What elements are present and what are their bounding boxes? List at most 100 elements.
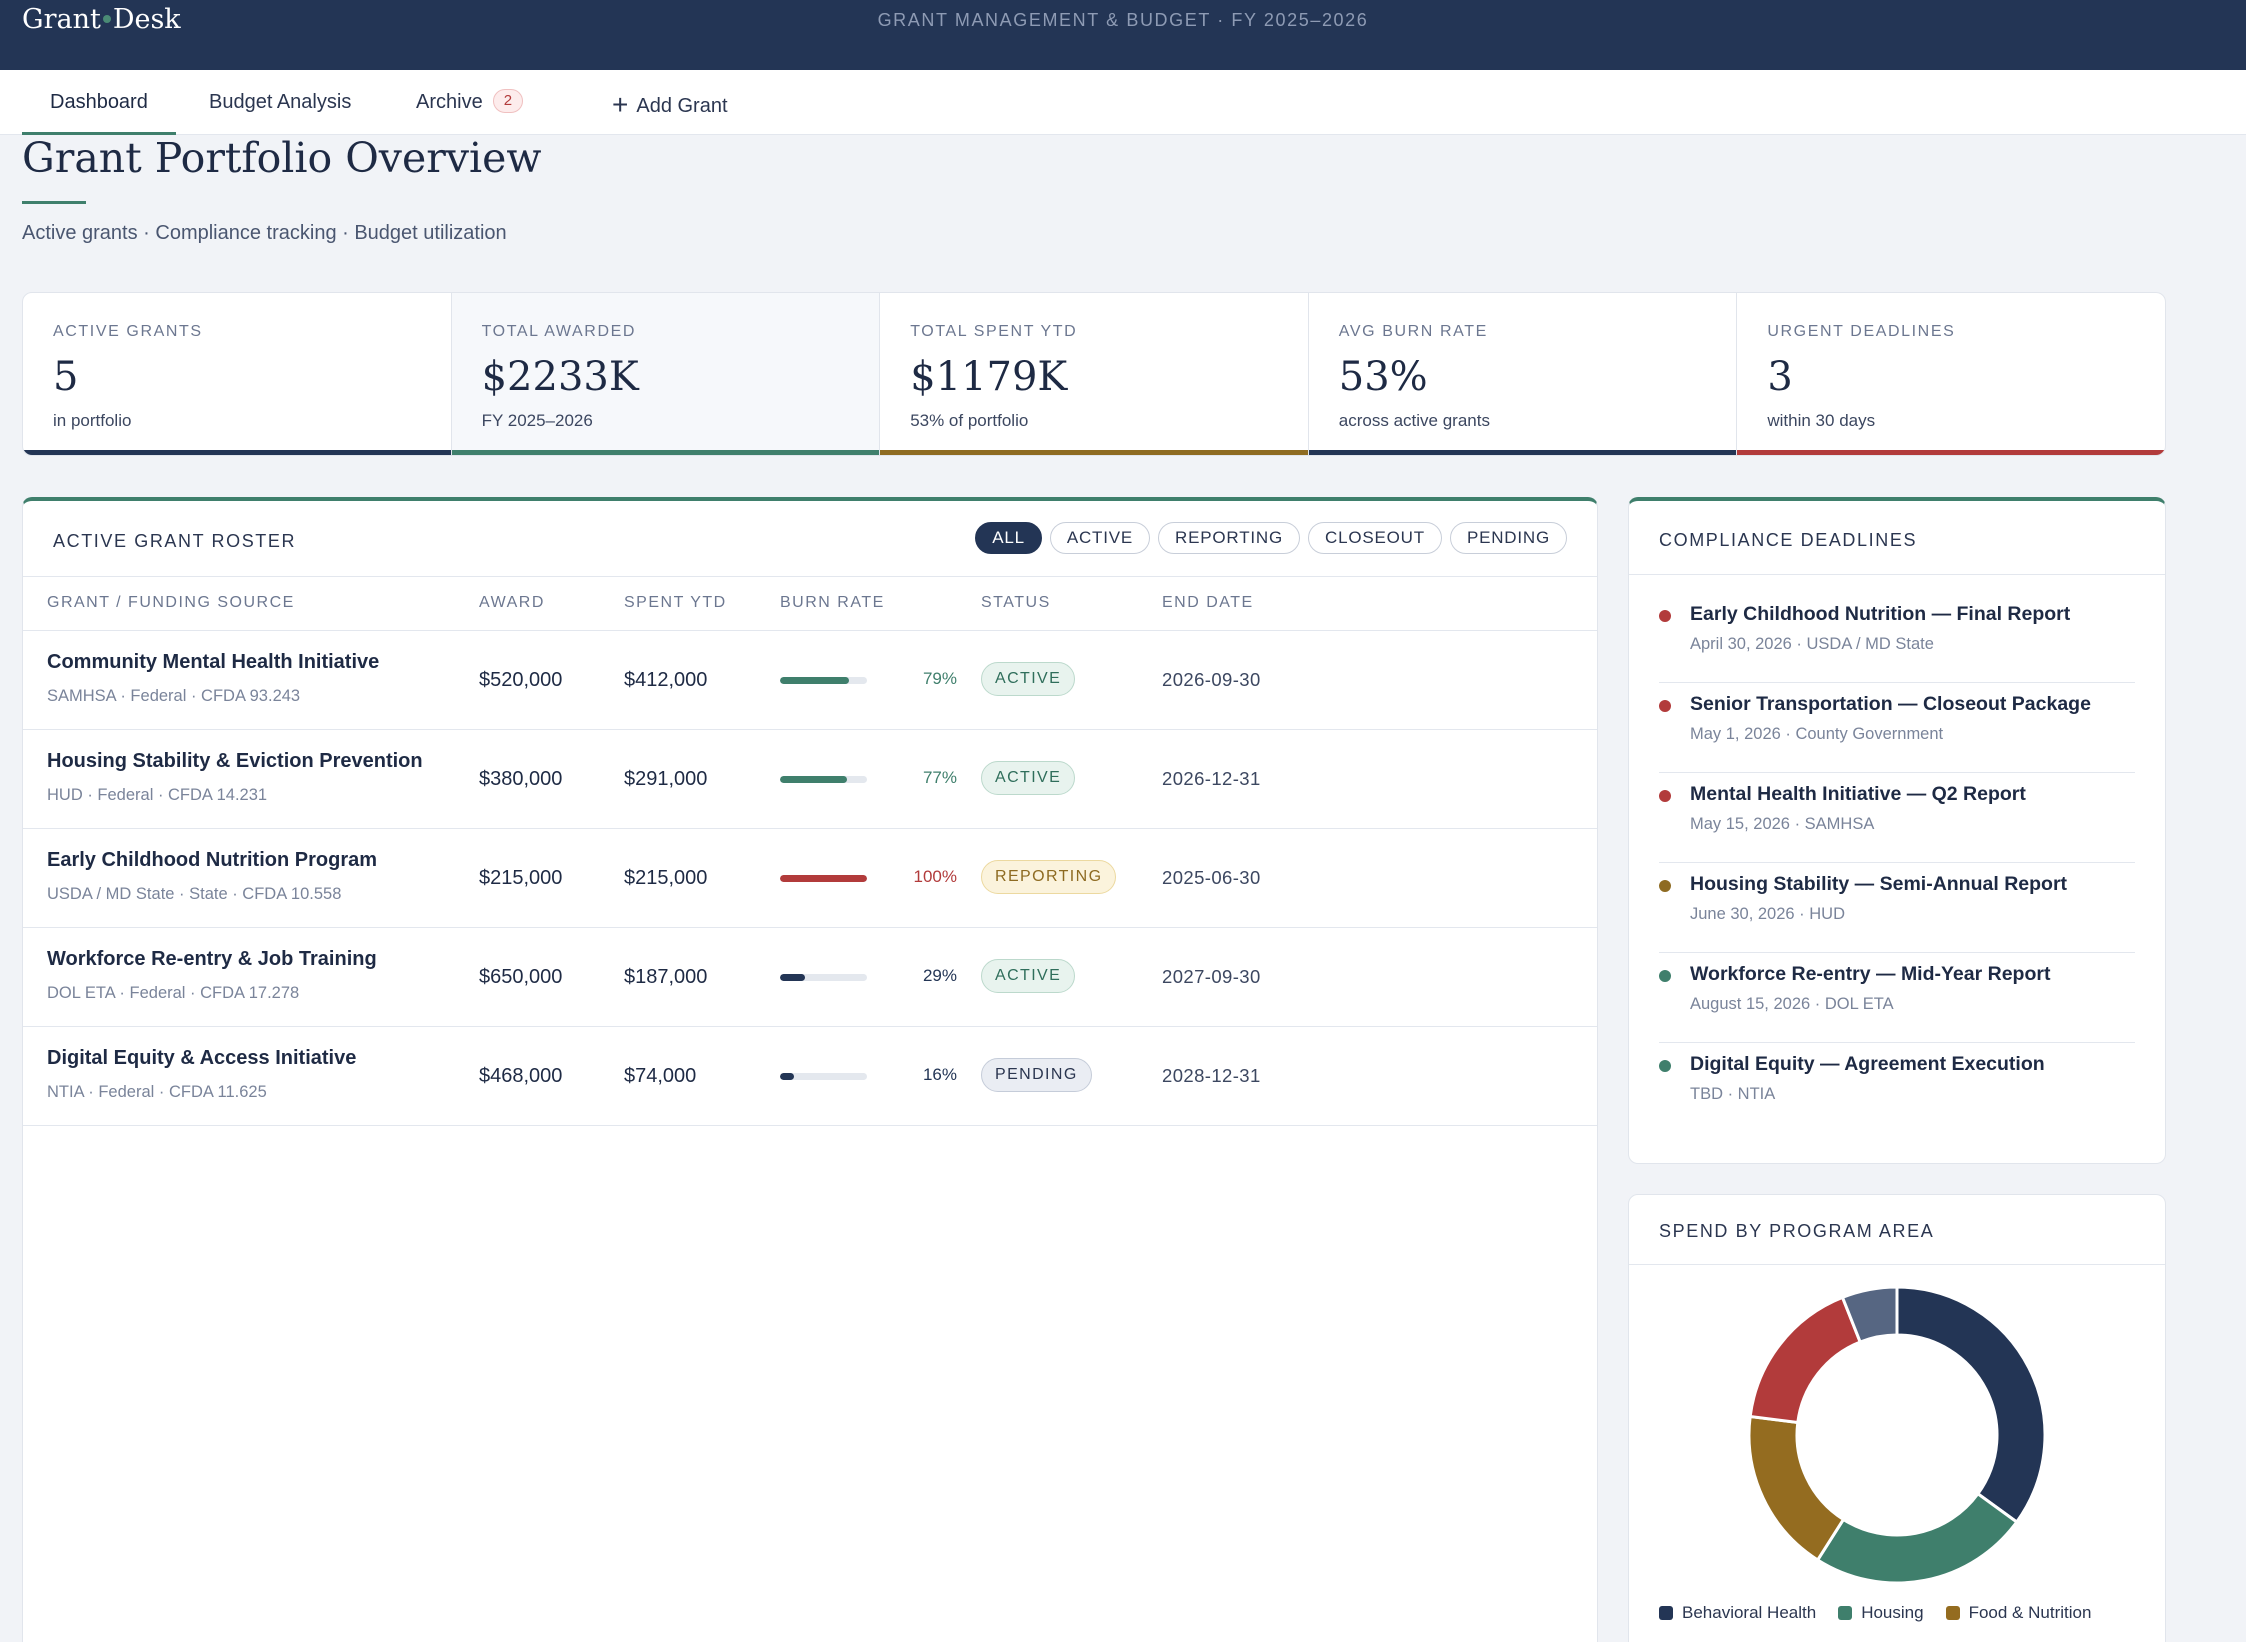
stat-caption: in portfolio: [53, 411, 132, 430]
burn-rate-value: 16%: [922, 1065, 957, 1084]
add-grant-label: Add Grant: [636, 95, 728, 117]
top-bar: Grant Desk GRANT MANAGEMENT & BUDGET · FY…: [0, 0, 2246, 70]
deadline-title: Housing Stability — Semi-Annual Report: [1690, 873, 2068, 895]
stat-caption: 53% of portfolio: [910, 411, 1029, 430]
deadlines-header: COMPLIANCE DEADLINES: [1629, 501, 2165, 575]
title-underline: [22, 201, 86, 204]
filter-pending[interactable]: PENDING: [1449, 522, 1567, 554]
burn-rate-fill: [780, 1073, 794, 1080]
grant-name[interactable]: Workforce Re-entry & Job Training: [47, 948, 377, 970]
deadline-item[interactable]: Senior Transportation — Closeout Package…: [1659, 683, 2135, 773]
tab-archive[interactable]: Archive 2: [416, 70, 524, 135]
donut-slice[interactable]: [1895, 1285, 2047, 1525]
stats-row: ACTIVE GRANTS 5 in portfolio TOTAL AWARD…: [22, 292, 2166, 456]
grant-roster-panel: ACTIVE GRANT ROSTER ALL ACTIVE REPORTING…: [22, 497, 1598, 1642]
column-header-burn-rate[interactable]: BURN RATE: [780, 594, 885, 611]
deadline-meta: TBD · NTIA: [1690, 1085, 1776, 1103]
filter-reporting[interactable]: REPORTING: [1158, 522, 1301, 554]
table-header: GRANT / FUNDING SOURCE AWARD SPENT YTD B…: [23, 577, 1597, 631]
stat-value: 5: [53, 354, 79, 400]
status-badge: ACTIVE: [981, 959, 1076, 993]
page-title: Grant Portfolio Overview: [22, 134, 542, 182]
app-logo[interactable]: Grant Desk: [22, 4, 181, 35]
deadline-list: Early Childhood Nutrition — Final Report…: [1629, 575, 2165, 1133]
logo-text-right: Desk: [112, 4, 181, 35]
table-row[interactable]: Early Childhood Nutrition Program USDA /…: [23, 829, 1597, 928]
column-header-end-date[interactable]: END DATE: [1162, 594, 1254, 611]
deadline-title: Mental Health Initiative — Q2 Report: [1690, 783, 2026, 805]
deadline-title: Senior Transportation — Closeout Package: [1690, 693, 2091, 715]
donut-slice[interactable]: [1815, 1491, 2019, 1585]
burn-rate-value: 100%: [913, 867, 957, 886]
roster-title: ACTIVE GRANT ROSTER: [53, 531, 297, 551]
grant-award: $520,000: [479, 669, 563, 691]
stat-value: 53%: [1338, 354, 1428, 400]
grant-name[interactable]: Digital Equity & Access Initiative: [47, 1047, 357, 1069]
stat-label: URGENT DEADLINES: [1767, 323, 1956, 340]
column-header-grant[interactable]: GRANT / FUNDING SOURCE: [47, 594, 295, 611]
grant-award: $380,000: [479, 768, 563, 790]
spend-by-program-panel: SPEND BY PROGRAM AREA Behavioral Health H…: [1628, 1194, 2166, 1642]
app-subtitle: GRANT MANAGEMENT & BUDGET · FY 2025–2026: [877, 10, 1369, 30]
grant-award: $650,000: [479, 966, 563, 988]
deadline-item[interactable]: Housing Stability — Semi-Annual Report J…: [1659, 863, 2135, 953]
stat-value: 3: [1767, 354, 1793, 400]
deadline-status-dot-icon: [1659, 610, 1671, 622]
column-header-status[interactable]: STATUS: [981, 594, 1051, 611]
table-row[interactable]: Community Mental Health Initiative SAMHS…: [23, 631, 1597, 730]
tab-dashboard[interactable]: Dashboard: [22, 70, 176, 135]
archive-count-badge: 2: [492, 88, 524, 113]
burn-rate-value: 79%: [922, 669, 957, 688]
legend-item: Behavioral Health: [1659, 1603, 1816, 1623]
grant-name[interactable]: Community Mental Health Initiative: [47, 651, 380, 673]
column-header-award[interactable]: AWARD: [479, 594, 545, 611]
grant-spent: $215,000: [624, 867, 708, 889]
legend-swatch: [1838, 1606, 1853, 1620]
deadline-meta: May 15, 2026 · SAMHSA: [1690, 815, 1875, 833]
table-row[interactable]: Housing Stability & Eviction Prevention …: [23, 730, 1597, 829]
stat-label: AVG BURN RATE: [1338, 323, 1488, 340]
legend-swatch: [1659, 1606, 1673, 1620]
deadline-item[interactable]: Workforce Re-entry — Mid-Year Report Aug…: [1659, 953, 2135, 1043]
grant-name[interactable]: Early Childhood Nutrition Program: [47, 849, 378, 871]
grant-end-date: 2026-09-30: [1162, 669, 1261, 690]
donut-slice[interactable]: [1747, 1414, 1846, 1563]
grant-source: SAMHSA · Federal · CFDA 93.243: [47, 687, 301, 705]
filter-active[interactable]: ACTIVE: [1049, 522, 1151, 554]
legend-label: Food & Nutrition: [1968, 1603, 2092, 1622]
grant-name[interactable]: Housing Stability & Eviction Prevention: [47, 750, 423, 772]
burn-rate-bar: [780, 974, 867, 981]
stat-avg-burn-rate: AVG BURN RATE 53% across active grants: [1308, 293, 1738, 455]
filter-closeout[interactable]: CLOSEOUT: [1308, 522, 1442, 554]
deadline-item[interactable]: Digital Equity — Agreement Execution TBD…: [1659, 1043, 2135, 1133]
burn-rate-bar: [780, 875, 867, 882]
grant-spent: $412,000: [624, 669, 708, 691]
nav-bar: Dashboard Budget Analysis Archive 2 + Add …: [0, 70, 2246, 135]
donut-slice[interactable]: [1748, 1295, 1863, 1425]
grant-source: USDA / MD State · State · CFDA 10.558: [47, 885, 342, 903]
legend-item: Housing: [1838, 1603, 1924, 1623]
grant-award: $468,000: [479, 1065, 563, 1087]
tab-budget-analysis[interactable]: Budget Analysis: [209, 70, 351, 135]
stat-caption: within 30 days: [1767, 411, 1876, 430]
grant-end-date: 2025-06-30: [1162, 867, 1261, 888]
tab-label: Dashboard: [50, 91, 148, 113]
grant-source: HUD · Federal · CFDA 14.231: [47, 786, 268, 804]
column-header-spent[interactable]: SPENT YTD: [624, 594, 727, 611]
legend-label: Behavioral Health: [1682, 1603, 1817, 1622]
donut-slice[interactable]: [1840, 1285, 1899, 1344]
stat-caption: across active grants: [1338, 411, 1490, 430]
deadline-item[interactable]: Mental Health Initiative — Q2 Report May…: [1659, 773, 2135, 863]
stat-accent-bar: [1308, 450, 1737, 455]
add-grant-button[interactable]: + Add Grant: [612, 70, 728, 135]
deadline-title: Workforce Re-entry — Mid-Year Report: [1690, 963, 2051, 985]
deadline-item[interactable]: Early Childhood Nutrition — Final Report…: [1659, 603, 2135, 683]
status-badge: ACTIVE: [981, 761, 1076, 795]
table-row[interactable]: Digital Equity & Access Initiative NTIA …: [23, 1027, 1597, 1126]
deadline-status-dot-icon: [1659, 700, 1671, 712]
deadline-meta: June 30, 2026 · HUD: [1690, 905, 1846, 923]
table-row[interactable]: Workforce Re-entry & Job Training DOL ET…: [23, 928, 1597, 1027]
filter-all[interactable]: ALL: [975, 522, 1042, 554]
stat-accent-bar: [23, 450, 451, 455]
tab-label: Budget Analysis: [209, 91, 352, 113]
